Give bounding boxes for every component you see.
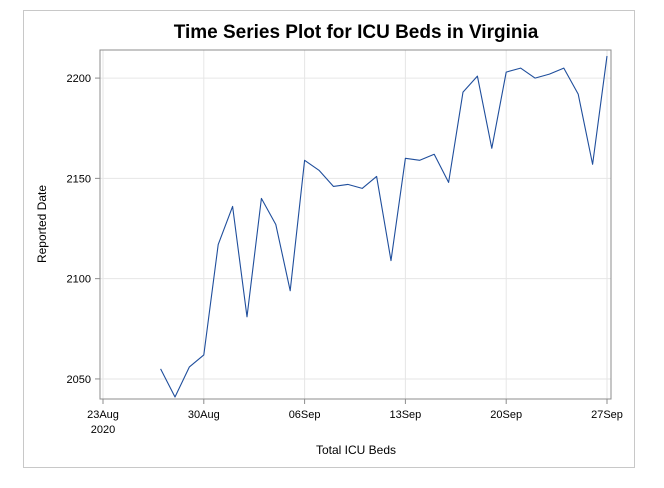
chart-title: Time Series Plot for ICU Beds in Virgini… — [174, 22, 539, 43]
x-tick-label: 06Sep — [289, 409, 321, 421]
x-tick-label: 30Aug — [188, 409, 220, 421]
y-tick-label: 2100 — [67, 274, 91, 286]
x-tick-label: 23Aug — [87, 409, 119, 421]
series-line — [160, 55, 608, 398]
x-tick-sublabel: 2020 — [91, 424, 115, 436]
y-tick-label: 2200 — [67, 73, 91, 85]
plot-area — [99, 49, 612, 400]
x-tick-label: 27Sep — [591, 409, 623, 421]
x-tick-label: 13Sep — [389, 409, 421, 421]
series — [160, 55, 608, 398]
x-axis-label: Total ICU Beds — [316, 443, 396, 457]
grid — [100, 50, 611, 399]
x-tick-label: 20Sep — [490, 409, 522, 421]
y-axis-label: Reported Date — [35, 185, 49, 263]
y-tick-label: 2150 — [67, 173, 91, 185]
y-axis: 2050 2100 2150 2200 — [67, 73, 100, 386]
y-tick-label: 2050 — [67, 374, 91, 386]
chart-frame — [23, 10, 635, 468]
x-axis: 23Aug 2020 30Aug 06Sep 13Sep 20Sep 27Sep — [87, 399, 623, 436]
